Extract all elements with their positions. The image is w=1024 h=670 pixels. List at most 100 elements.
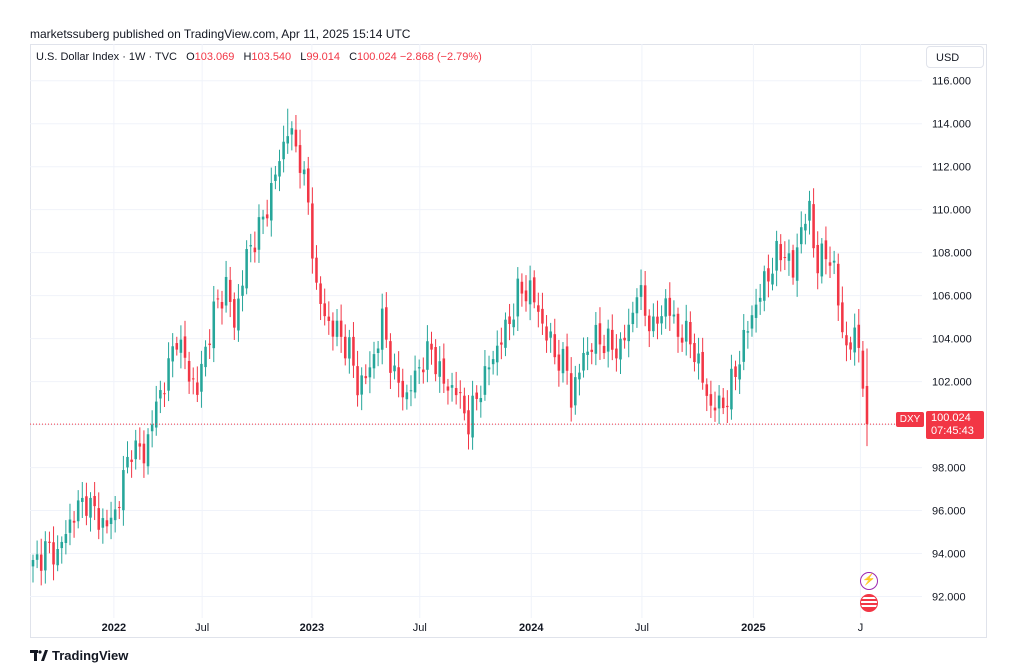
candle-body [787, 253, 791, 261]
price-axis[interactable]: 92.00094.00096.00098.000100.000102.00010… [932, 76, 972, 604]
candle-body [89, 497, 92, 518]
candle-body [417, 367, 421, 369]
candle-body [582, 352, 585, 371]
close-label: C [349, 51, 358, 63]
candle-body [541, 308, 544, 324]
candle-body [31, 559, 35, 567]
candle-body [754, 304, 758, 318]
candle-body [853, 327, 856, 353]
candle-body [76, 500, 80, 522]
y-tick-label: 102.000 [932, 377, 972, 389]
candle-body [520, 281, 524, 294]
candle-body [376, 348, 380, 353]
open-value: 103.069 [194, 51, 235, 63]
candle-body [799, 227, 803, 245]
candle-body [820, 243, 824, 277]
candle-body [590, 349, 594, 352]
candle-body [220, 301, 224, 309]
y-tick-label: 92.000 [932, 592, 966, 604]
candle-body [738, 364, 741, 380]
candle-body [816, 244, 819, 274]
y-tick-label: 104.000 [932, 334, 972, 346]
candle-body [360, 375, 363, 395]
candle-body [212, 301, 216, 349]
candle-body [343, 336, 347, 359]
last-price-value: 100.024 [931, 412, 971, 424]
y-tick-label: 108.000 [932, 248, 972, 260]
candle-body [475, 392, 478, 399]
candle-body [85, 496, 88, 516]
candle-body [467, 410, 470, 435]
candle-body [385, 307, 388, 340]
candle-body [430, 343, 433, 350]
candle-body [150, 424, 154, 432]
candle-body [458, 392, 462, 394]
low-label: L [300, 51, 307, 63]
candle-body [668, 297, 672, 316]
candle-body [528, 280, 532, 305]
lightning-icon[interactable]: ⚡ [860, 572, 878, 590]
open-label: O [186, 51, 195, 63]
candle-body [721, 397, 725, 409]
candle-body [578, 372, 581, 380]
candle-body [693, 343, 696, 363]
candle-body [849, 342, 852, 350]
candle-body [122, 470, 125, 511]
candle-body [315, 257, 318, 283]
x-tick-label: Jul [635, 622, 649, 634]
candle-body [664, 298, 667, 317]
candle-body [713, 407, 717, 411]
candle-body [146, 434, 150, 467]
candle-body [804, 223, 807, 231]
candle-body [413, 370, 417, 393]
candle-body [339, 320, 343, 337]
candle-body [142, 443, 146, 464]
candles [31, 108, 869, 586]
candle-body [734, 366, 737, 377]
candle-body [635, 297, 639, 314]
currency-button[interactable]: USD [926, 46, 984, 68]
tradingview-logo[interactable]: TradingView [30, 648, 128, 663]
candle-body [512, 319, 515, 328]
candle-body [857, 324, 861, 348]
candle-body [845, 335, 848, 346]
candle-body [775, 240, 778, 271]
y-tick-label: 114.000 [932, 119, 971, 131]
candle-body [545, 326, 548, 341]
candle-body [647, 315, 651, 332]
candle-body [278, 161, 281, 177]
candle-body [495, 345, 499, 363]
candle-body [767, 268, 770, 282]
candle-body [257, 217, 261, 250]
x-tick-label: 2022 [102, 622, 126, 634]
candle-body [602, 345, 606, 354]
candle-body [163, 393, 166, 395]
candle-body [841, 302, 844, 333]
candle-body [306, 168, 310, 203]
candle-body [356, 366, 359, 396]
candle-body [779, 244, 782, 261]
footer-brand-text: TradingView [52, 648, 129, 663]
candle-body [791, 250, 795, 278]
candle-body [631, 312, 635, 325]
us-flag-icon[interactable] [860, 594, 878, 612]
candle-body [483, 366, 487, 395]
candle-body [557, 354, 561, 371]
candle-body [574, 377, 577, 406]
candle-body [93, 496, 96, 507]
candle-body [742, 329, 746, 362]
candle-body [134, 440, 137, 460]
candle-body [233, 299, 236, 328]
y-tick-label: 98.000 [932, 463, 966, 475]
candle-body [438, 361, 442, 377]
time-axis[interactable]: 2022 Jul 2023 Jul 2024 Jul 2025 J [102, 622, 864, 634]
x-tick-label: Jul [413, 622, 427, 634]
candle-body [171, 346, 174, 362]
candle-body [405, 392, 409, 400]
candle-body [270, 183, 273, 221]
candle-body [35, 554, 39, 560]
bar-countdown: 07:45:43 [931, 425, 974, 437]
candle-body [619, 338, 622, 360]
candle-body [684, 320, 688, 342]
